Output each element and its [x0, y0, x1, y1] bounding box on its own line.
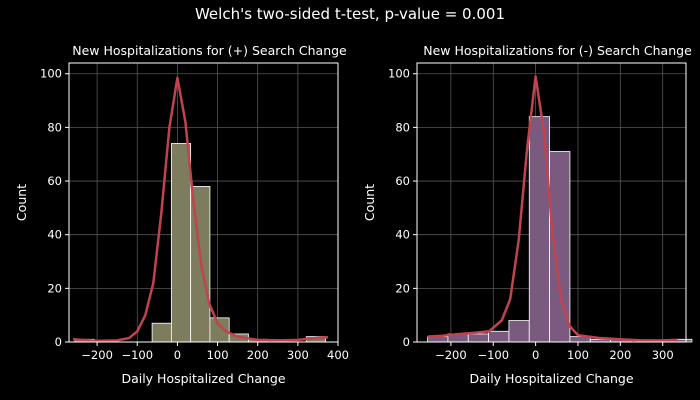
y-tick-label: 100	[388, 67, 410, 81]
y-axis-title: Count	[362, 184, 377, 221]
x-tick-label: 400	[327, 348, 349, 362]
y-tick-label: 0	[403, 335, 410, 349]
axes-frame	[416, 62, 687, 343]
histogram-bar	[467, 333, 489, 343]
histogram-bar	[488, 330, 510, 343]
x-tick-label: 200	[609, 348, 631, 362]
panel-title: New Hospitalizations for (+) Search Chan…	[72, 43, 347, 58]
y-tick-label: 40	[47, 228, 62, 242]
y-tick-label: 0	[55, 335, 62, 349]
x-axis-title: Daily Hospitalized Change	[469, 371, 633, 386]
histogram-bar	[549, 151, 571, 343]
x-tick-label: 200	[247, 348, 269, 362]
x-tick-label: 0	[174, 348, 181, 362]
y-tick-label: 60	[395, 174, 410, 188]
x-tick-label: −200	[435, 348, 467, 362]
panel-title: New Hospitalizations for (-) Search Chan…	[423, 43, 692, 58]
histogram-bar	[151, 322, 172, 343]
x-axis-title: Daily Hospitalized Change	[121, 371, 285, 386]
y-axis-title: Count	[14, 184, 29, 221]
x-tick-label: −100	[477, 348, 509, 362]
y-tick-label: 40	[395, 228, 410, 242]
y-tick-label: 20	[395, 281, 410, 295]
x-tick-label: −100	[121, 348, 153, 362]
x-tick-label: 300	[652, 348, 674, 362]
x-tick-label: −200	[81, 348, 113, 362]
kde-curve	[427, 75, 678, 342]
histogram-bar	[508, 320, 530, 343]
x-tick-label: 100	[207, 348, 229, 362]
histogram-bar	[170, 143, 192, 343]
chart-panel-minus: −200 −100 0 100 200 300 0 20 40 60 80 100 New Hospit…	[362, 43, 693, 386]
y-tick-label: 60	[47, 174, 62, 188]
x-tick-label: 0	[532, 348, 539, 362]
axes-frame	[68, 62, 339, 343]
histogram-bar	[209, 317, 230, 343]
x-tick-label: 300	[287, 348, 309, 362]
kde-curve	[72, 76, 329, 343]
y-tick-label: 100	[40, 67, 62, 81]
figure-suptitle: Welch's two-sided t-test, p-value = 0.00…	[194, 5, 506, 23]
y-tick-label: 80	[395, 120, 410, 134]
y-tick-label: 80	[47, 120, 62, 134]
y-tick-label: 20	[47, 281, 62, 295]
x-tick-label: 100	[567, 348, 589, 362]
chart-panel-plus: −200 −100 0 100 200 300 400 0 20 40 60 80 100 New Hos…	[14, 43, 349, 386]
